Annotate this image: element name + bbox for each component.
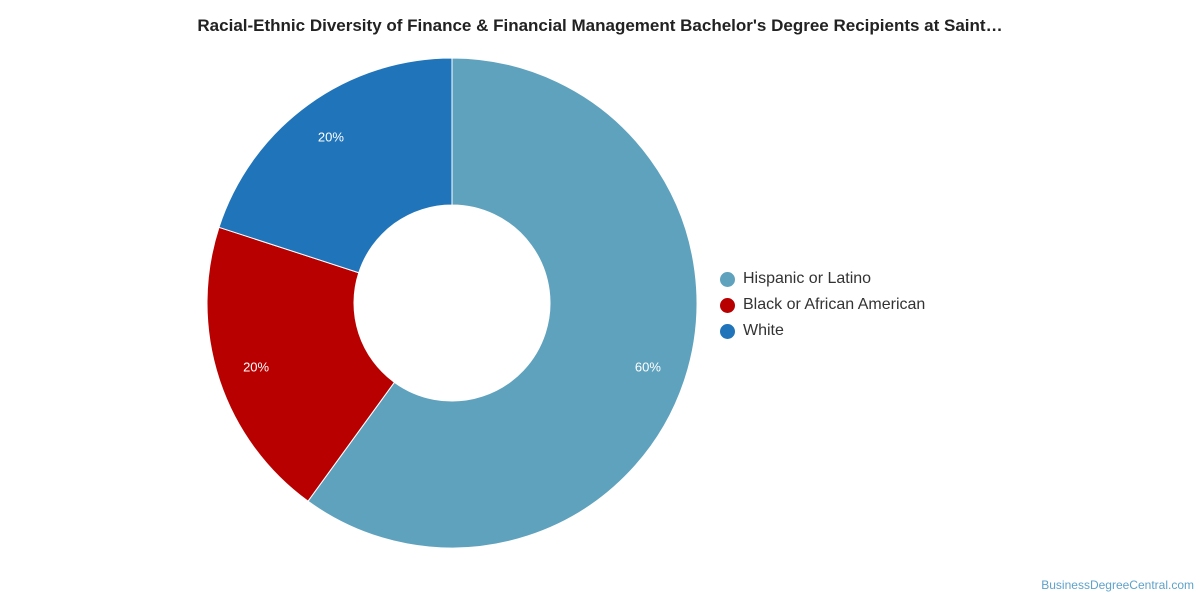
chart-legend: Hispanic or Latino Black or African Amer…: [720, 266, 925, 344]
legend-swatch-icon: [720, 297, 735, 313]
legend-swatch-icon: [720, 323, 735, 339]
legend-item-black[interactable]: Black or African American: [720, 292, 925, 318]
slice-hispanic-or-latino[interactable]: [307, 57, 698, 549]
legend-swatch-icon: [720, 271, 735, 287]
slice-white[interactable]: [218, 57, 453, 274]
data-label: 20%: [243, 360, 269, 375]
slice-black-or-african-american[interactable]: [206, 226, 396, 502]
source-watermark[interactable]: BusinessDegreeCentral.com: [1041, 578, 1194, 592]
data-label: 20%: [318, 129, 344, 144]
data-label: 60%: [635, 360, 661, 375]
legend-label: White: [743, 322, 784, 339]
legend-label: Hispanic or Latino: [743, 270, 872, 287]
chart-title: Racial-Ethnic Diversity of Finance & Fin…: [197, 16, 1003, 35]
legend-item-hispanic[interactable]: Hispanic or Latino: [720, 266, 925, 292]
legend-item-white[interactable]: White: [720, 318, 925, 344]
legend-label: Black or African American: [743, 296, 926, 313]
